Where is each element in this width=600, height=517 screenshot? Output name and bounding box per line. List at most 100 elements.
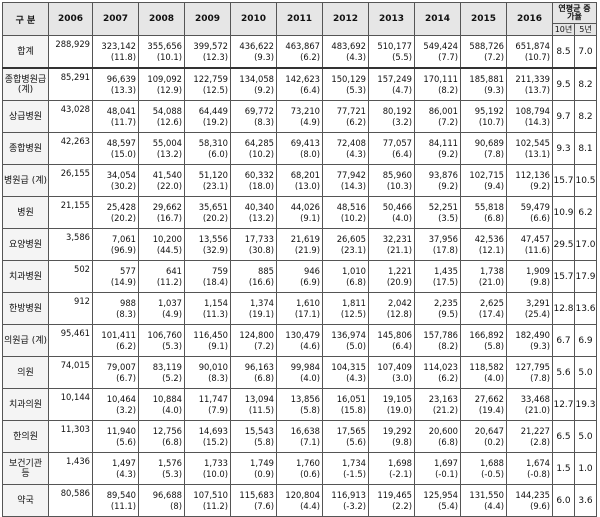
rate: (16.7): [156, 212, 182, 223]
value: 109,092: [147, 73, 182, 84]
rate: (4.3): [116, 468, 136, 479]
base-value: 3,586: [48, 228, 93, 261]
growth-10y: 9.7: [552, 100, 575, 133]
data-cell: 37,956 (17.8): [414, 228, 461, 261]
rate: (8.0): [300, 148, 320, 159]
data-cell: 25,428 (20.2): [92, 196, 139, 229]
rate: (9.3): [484, 84, 504, 95]
rate: (6.2): [438, 372, 458, 383]
data-cell: 72,408 (4.3): [322, 132, 369, 165]
value: 3,291: [526, 297, 550, 308]
rate: (15.0): [110, 148, 136, 159]
value: 1,610: [296, 297, 320, 308]
value: 399,572: [193, 40, 228, 51]
value: 885: [258, 265, 274, 276]
value: 17,733: [244, 233, 274, 244]
value: 60,332: [244, 169, 274, 180]
value: 95,461: [60, 328, 90, 338]
value: 12,756: [152, 425, 182, 436]
rate: (5.2): [162, 372, 182, 383]
value: 95,192: [474, 105, 504, 116]
growth-10y: 8.5: [552, 35, 575, 69]
growth-10y: 5.6: [552, 356, 575, 389]
data-cell: 10,200 (44.5): [138, 228, 185, 261]
rate: (6.6): [530, 212, 550, 223]
rate: (18.4): [202, 276, 228, 287]
rate: (21.0): [524, 404, 550, 415]
rate: (-0.5): [481, 468, 504, 479]
data-cell: 116,913 (-3.2): [322, 484, 369, 517]
row-label: 요양병원: [2, 228, 49, 261]
rate: (5.3): [162, 468, 182, 479]
header-row: 10년 5년: [3, 23, 598, 36]
rate: (21.0): [478, 276, 504, 287]
data-cell: 96,688 (8): [138, 484, 185, 517]
rate: (0.9): [254, 468, 274, 479]
data-cell: 16,638 (7.1): [276, 420, 323, 453]
value: 59,479: [520, 201, 550, 212]
data-cell: 109,092 (12.9): [138, 67, 185, 101]
value: 651,874: [515, 40, 550, 51]
data-cell: 69,413 (8.0): [276, 132, 323, 165]
growth-header: 연평균 증가율: [551, 2, 598, 24]
value: 47,457: [520, 233, 550, 244]
value: 99,984: [290, 361, 320, 372]
value: 14,693: [198, 425, 228, 436]
value: 44,026: [290, 201, 320, 212]
value: 13,556: [198, 233, 228, 244]
rate: (9.1): [300, 212, 320, 223]
data-cell: 13,556 (32.9): [184, 228, 231, 261]
rate: (-0.8): [527, 468, 550, 479]
growth-10y: 6.5: [552, 420, 575, 453]
rate: (11.7): [110, 116, 136, 127]
rate: (17.4): [478, 308, 504, 319]
data-cell: 127,795 (7.8): [506, 356, 553, 389]
data-cell: 52,251 (3.5): [414, 196, 461, 229]
rate: (2.8): [530, 436, 550, 447]
rate: (11.3): [202, 308, 228, 319]
growth-10y: 6.0: [552, 484, 575, 517]
value: 58,310: [198, 137, 228, 148]
data-cell: 58,310 (6.0): [184, 132, 231, 165]
data-cell: 64,285 (10.2): [230, 132, 277, 165]
rate: (9.2): [438, 148, 458, 159]
rate: (2.2): [392, 500, 412, 511]
value: 16,051: [336, 393, 366, 404]
data-cell: 759 (18.4): [184, 260, 231, 293]
rate: (5.8): [300, 404, 320, 415]
row-label: 상급병원: [2, 100, 49, 133]
data-cell: 96,163 (6.8): [230, 356, 277, 389]
growth-5y: 6.9: [573, 324, 598, 357]
value: 80,192: [382, 105, 412, 116]
value: 104,315: [331, 361, 366, 372]
value: 40,340: [244, 201, 274, 212]
rate: (10.7): [478, 116, 504, 127]
value: 13,094: [244, 393, 274, 404]
data-cell: 1,738 (21.0): [460, 260, 507, 293]
value: 124,800: [239, 329, 274, 340]
rate: (9.2): [530, 180, 550, 191]
value: 1,221: [388, 265, 412, 276]
data-cell: 112,136 (9.2): [506, 164, 553, 197]
value: 10,144: [60, 392, 90, 402]
data-cell: 170,111 (8.2): [414, 67, 461, 101]
data-cell: 2,625 (17.4): [460, 292, 507, 325]
value: 2,235: [434, 297, 458, 308]
value: 72,408: [336, 137, 366, 148]
data-cell: 77,942 (14.3): [322, 164, 369, 197]
value: 96,639: [106, 73, 136, 84]
value: 118,582: [469, 361, 504, 372]
value: 20,600: [428, 425, 458, 436]
row-label: 종합병원: [2, 132, 49, 165]
data-cell: 124,800 (7.2): [230, 324, 277, 357]
rate: (13.2): [156, 148, 182, 159]
rate: (6.2): [346, 116, 366, 127]
rate: (5.8): [484, 340, 504, 351]
value: 3,586: [66, 232, 90, 242]
value: 50,466: [382, 201, 412, 212]
data-cell: 48,597 (15.0): [92, 132, 139, 165]
value: 77,057: [382, 137, 412, 148]
value: 52,251: [428, 201, 458, 212]
growth-5y: 13.6: [573, 292, 598, 325]
value: 988: [120, 297, 136, 308]
